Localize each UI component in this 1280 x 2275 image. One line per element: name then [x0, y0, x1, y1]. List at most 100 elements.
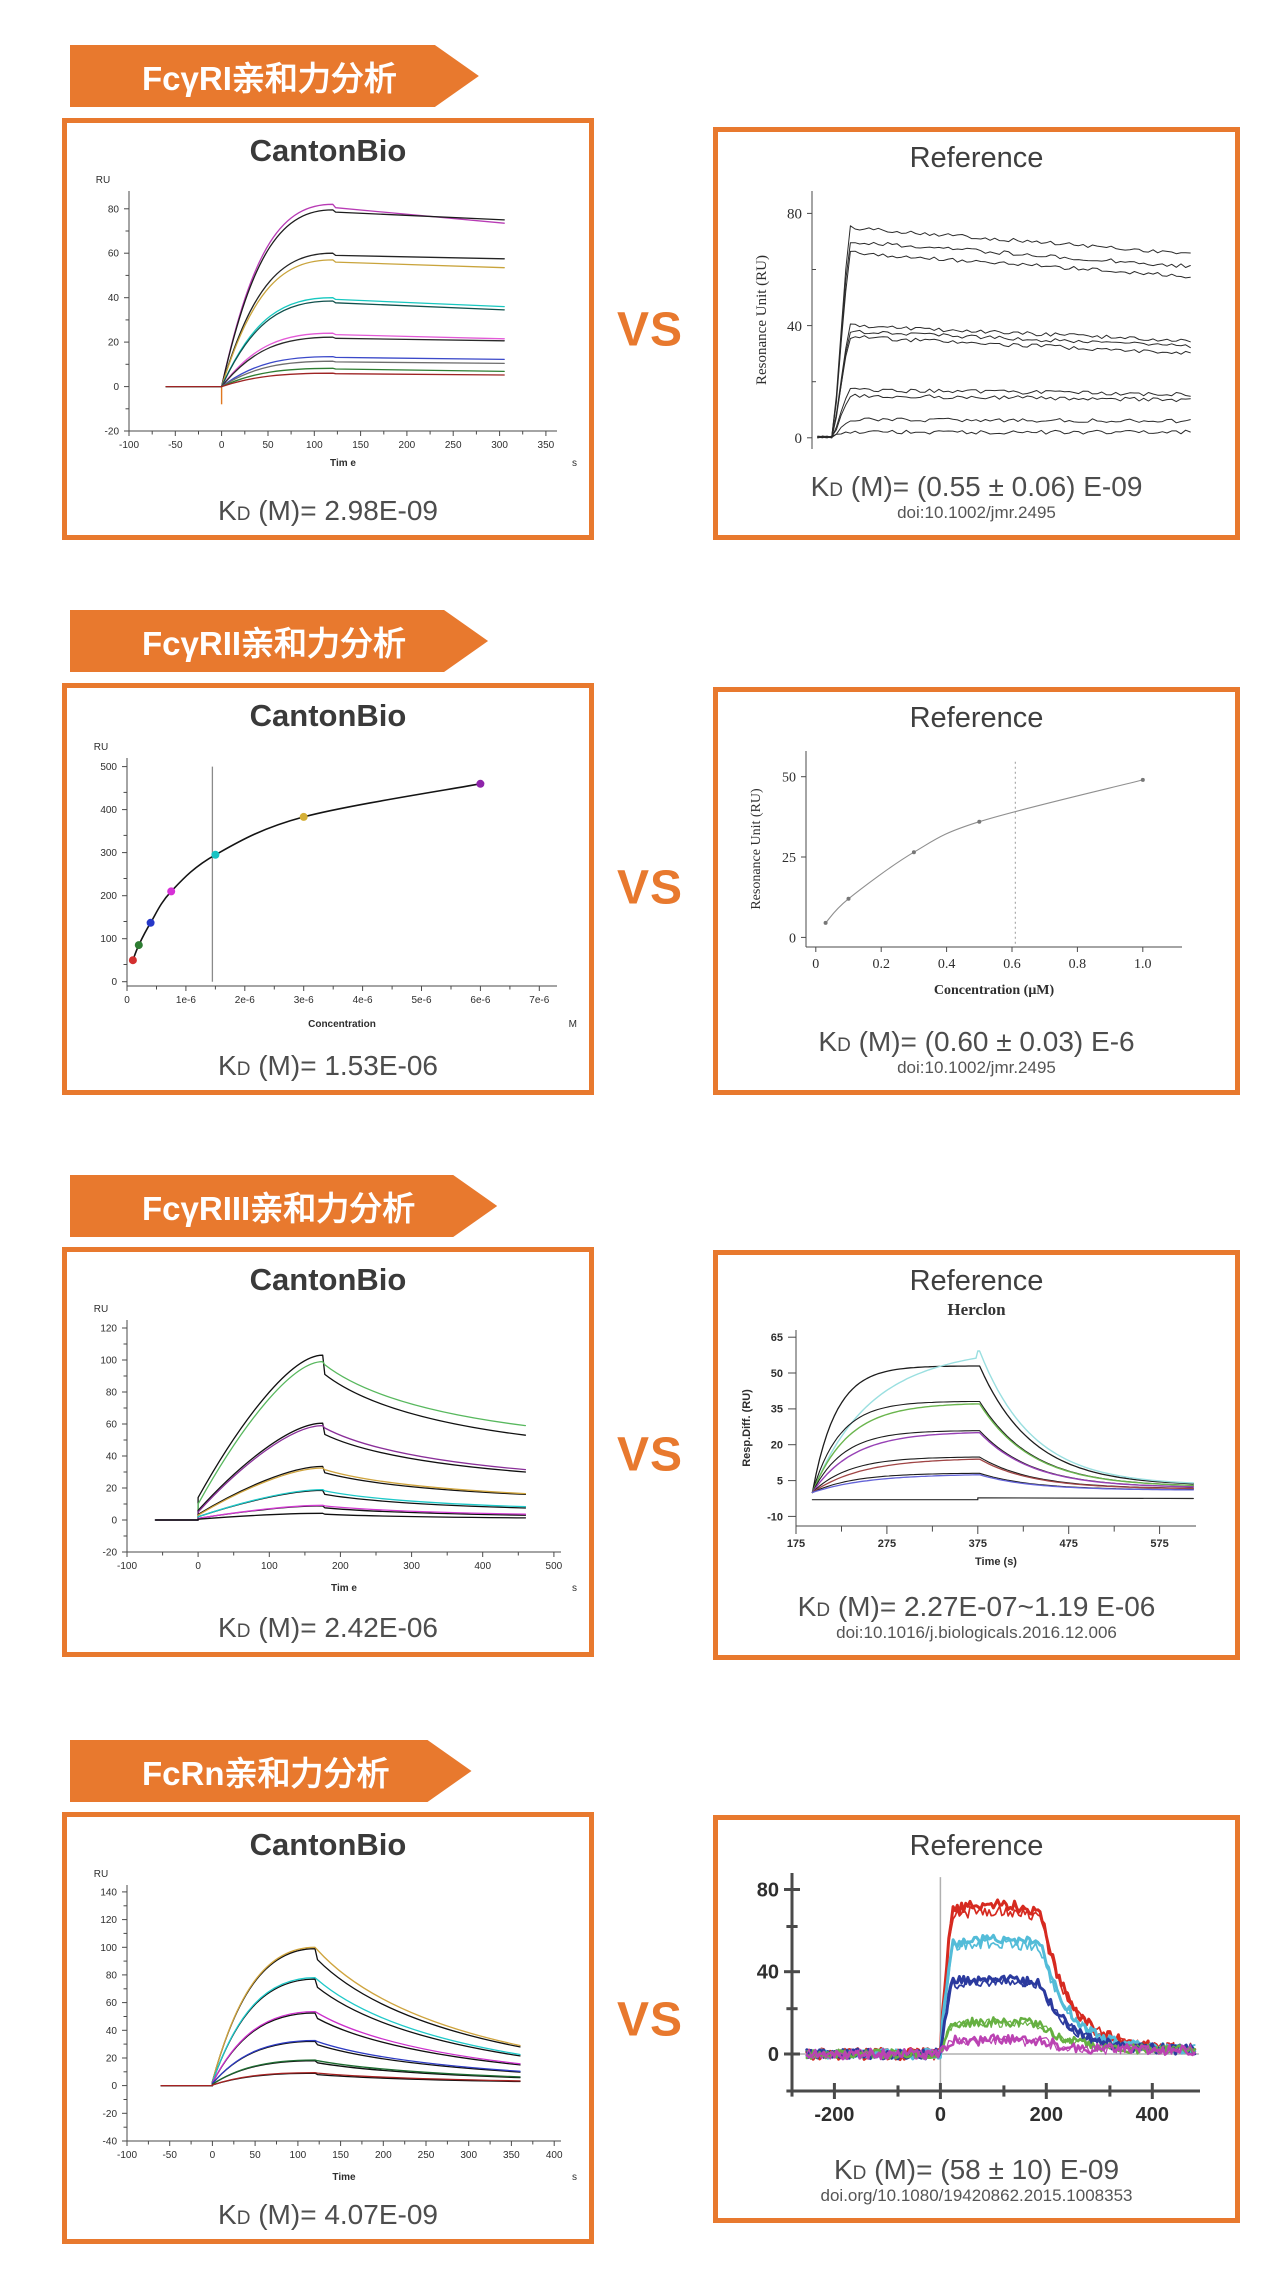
chart-element [160, 2059, 521, 2087]
axis-text: 0 [195, 1561, 201, 1572]
axis-text: 400 [474, 1561, 491, 1572]
data-point [476, 779, 485, 788]
chart-element [816, 429, 1191, 438]
axis-text: Resp.Diff. (RU) [742, 1389, 753, 1467]
axis-text: 80 [787, 207, 802, 223]
doi-reference: doi:10.1002/jmr.2495 [897, 503, 1056, 522]
banner-fcgriii: FcγRIII亲和力分析 [70, 1175, 497, 1237]
axis-text: -20 [105, 427, 120, 438]
axis-text: Tim e [330, 458, 356, 469]
axis-text: Concentration (μM) [933, 983, 1054, 998]
axis-text: 5 [776, 1475, 782, 1487]
chart-element [154, 1424, 527, 1521]
axis-text: 20 [770, 1440, 782, 1452]
panel-title: CantonBio [249, 698, 407, 733]
panel-subtitle: Herclon [947, 1300, 1006, 1319]
axis-text: RU [96, 175, 110, 186]
axis-text: 0 [113, 382, 119, 393]
kd-subscript: D [837, 1035, 851, 1056]
kd-value: KD (M)= 2.27E-07~1.19 E-06 [798, 1591, 1156, 1625]
kd-text: (M)= (0.60 ± 0.03) E-6 [850, 1026, 1135, 1057]
axis-text: 0 [124, 995, 130, 1006]
vs-label: VS [616, 1428, 684, 1482]
axis-text: -50 [168, 440, 183, 451]
chart-element [165, 336, 505, 388]
chart-element [805, 2035, 1195, 2060]
banner-fcgri: FcγRI亲和力分析 [70, 45, 479, 107]
reference-fcrn-chart: -200 0 200 400 0 40 80 [756, 1873, 1200, 2126]
axis-text: 300 [403, 1561, 420, 1572]
axis-text: 100 [100, 1356, 117, 1367]
kd-value: KD (M)= 2.98E-09 [218, 495, 438, 535]
axis-text: 50 [262, 440, 274, 451]
kd-subscript: D [236, 2208, 251, 2229]
kd-text: (M)= (58 ± 10) E-09 [866, 2154, 1120, 2185]
panel-title: CantonBio [249, 1827, 407, 1862]
axis-text: 100 [261, 1561, 278, 1572]
cantonbio-fcgrii-chart: 0 1e-6 2e-6 3e-6 4e-6 5e-6 6e-6 7e-6 0 100 200 300 4… [94, 742, 577, 1030]
chart-element [165, 367, 505, 388]
data-point [911, 850, 916, 855]
kd-text: (M)= 4.07E-09 [250, 2199, 438, 2230]
axis-text: -100 [117, 1561, 137, 1572]
chart-element [160, 2039, 521, 2087]
axis-text: 1.0 [1134, 957, 1152, 972]
axis-text: s [572, 1583, 577, 1594]
axis-text: 150 [352, 440, 369, 451]
axis-text: Tim e [331, 1583, 357, 1594]
chart-element [816, 329, 1191, 439]
chart-element [160, 2010, 521, 2087]
doi-reference: doi:10.1002/jmr.2495 [897, 1058, 1056, 1077]
panel-cantonbio-fcrn: CantonBio -100 -50 0 50 100 150 200 250 300 350 40… [62, 1812, 594, 2244]
axis-text: 80 [106, 1970, 118, 1981]
axis-text: 60 [106, 1420, 118, 1431]
panel-reference-fcgri: Reference 80 40 0 Resonance Unit (RU) KD (M… [713, 127, 1240, 540]
kd-text: (M)= 1.53E-06 [250, 1050, 438, 1081]
axis-text: 4e-6 [353, 995, 373, 1006]
data-point [128, 956, 137, 965]
axis-text: RU [94, 742, 108, 753]
chart-element [165, 355, 505, 388]
chart-element [805, 2033, 1196, 2061]
chart-element [165, 259, 505, 388]
axis-text: 0 [111, 2081, 117, 2092]
kd-text: (M)= 2.42E-06 [250, 1612, 438, 1643]
chart-element [816, 250, 1191, 439]
kd-text: (M)= 2.27E-07~1.19 E-06 [830, 1591, 1156, 1622]
axis-text: Concentration [308, 1019, 376, 1030]
chart-element [165, 297, 505, 388]
axis-text: 475 [1059, 1538, 1077, 1550]
kd-text: (M)= 2.98E-09 [250, 495, 438, 526]
chart-element [816, 241, 1191, 439]
data-point [167, 887, 176, 896]
axis-text: 500 [100, 762, 117, 773]
axis-text: s [572, 458, 577, 469]
axis-text: 40 [106, 2026, 118, 2037]
axis-text: -20 [103, 2109, 118, 2120]
axis-text: 0 [812, 957, 819, 972]
axis-text: 40 [756, 1962, 778, 1984]
axis-text: 80 [106, 1388, 118, 1399]
banner-label: FcγRI亲和力分析 [142, 60, 397, 97]
axis-text: 100 [306, 440, 323, 451]
axis-text: 6e-6 [470, 995, 490, 1006]
kd-value: KD (M)= 2.42E-06 [218, 1612, 438, 1652]
chart-element [160, 1946, 521, 2087]
axis-text: 575 [1150, 1538, 1168, 1550]
data-point [1140, 777, 1145, 782]
chart-element [154, 1489, 527, 1521]
chart-element [811, 1403, 1194, 1494]
axis-text: 50 [782, 771, 796, 786]
chart-element [811, 1458, 1194, 1494]
chart-element [132, 783, 482, 961]
vs-label: VS [616, 861, 684, 915]
axis-text: 50 [250, 2150, 262, 2161]
axis-text: 40 [106, 1452, 118, 1463]
kd-symbol: K [833, 2154, 853, 2185]
axis-text: -100 [117, 2150, 137, 2161]
axis-text: 100 [100, 1943, 117, 1954]
chart-element [154, 1488, 527, 1521]
axis-text: 40 [787, 319, 802, 335]
axis-text: 0.2 [872, 957, 890, 972]
chart-element [160, 2071, 521, 2087]
